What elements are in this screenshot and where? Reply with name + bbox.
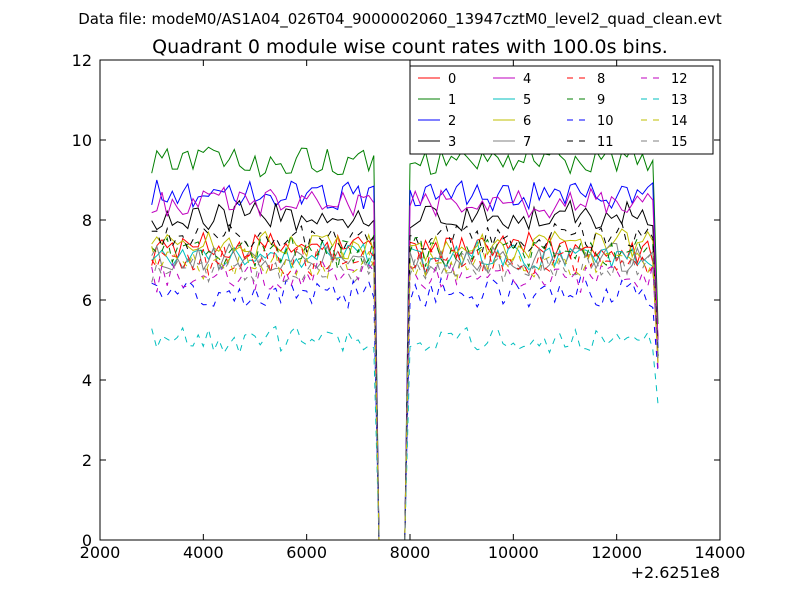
series-line-8: [151, 244, 659, 540]
chart-title: Quadrant 0 module wise count rates with …: [152, 36, 668, 58]
x-tick-label: 10000: [488, 543, 539, 562]
x-tick-label: 14000: [695, 543, 746, 562]
x-tick-label: 8000: [390, 543, 431, 562]
legend-label-15: 15: [671, 135, 688, 150]
x-tick-label: 12000: [591, 543, 642, 562]
y-tick-label: 10: [72, 131, 92, 150]
series-line-9: [151, 232, 659, 540]
legend-label-7: 7: [523, 135, 531, 150]
series-layer: [151, 142, 659, 540]
series-line-6: [151, 228, 659, 540]
series-line-14: [151, 246, 659, 540]
x-tick-label: 2000: [80, 543, 121, 562]
series-line-7: [151, 242, 659, 540]
legend-label-2: 2: [448, 114, 456, 129]
x-tick-label: 6000: [286, 543, 327, 562]
series-line-4: [151, 186, 659, 540]
legend-label-0: 0: [448, 72, 456, 87]
y-tick-label: 4: [82, 371, 92, 390]
y-tick-label: 2: [82, 451, 92, 470]
legend-label-11: 11: [597, 135, 614, 150]
y-tick-label: 0: [82, 531, 92, 550]
legend-label-6: 6: [523, 114, 531, 129]
series-line-2: [151, 179, 659, 540]
legend-label-14: 14: [671, 114, 688, 129]
series-line-11: [151, 220, 659, 540]
plot-area-frame: [99, 59, 721, 541]
x-offset-label: +2.6251e8: [631, 563, 720, 582]
series-line-1: [151, 142, 659, 540]
legend-label-12: 12: [671, 72, 688, 87]
legend-label-10: 10: [597, 114, 614, 129]
y-tick-label: 12: [72, 51, 92, 70]
legend-label-1: 1: [448, 93, 456, 108]
chart-supertitle: Data file: modeM0/AS1A04_026T04_90000020…: [78, 10, 722, 29]
legend-label-8: 8: [597, 72, 605, 87]
series-line-0: [151, 230, 659, 540]
legend-label-4: 4: [523, 72, 531, 87]
legend-label-5: 5: [523, 93, 531, 108]
y-tick-label: 6: [82, 291, 92, 310]
y-tick-label: 8: [82, 211, 92, 230]
legend-label-13: 13: [671, 93, 688, 108]
x-tick-label: 4000: [183, 543, 224, 562]
series-line-5: [151, 239, 659, 540]
series-line-15: [151, 250, 659, 540]
legend-label-3: 3: [448, 135, 456, 150]
legend-frame: [409, 65, 714, 155]
legend-label-9: 9: [597, 93, 605, 108]
series-line-12: [151, 260, 659, 540]
